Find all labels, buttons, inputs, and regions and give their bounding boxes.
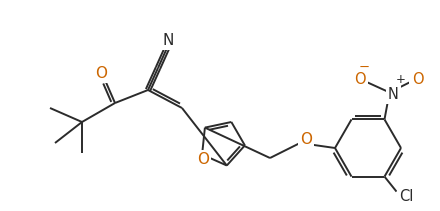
Text: Cl: Cl: [400, 189, 414, 204]
Text: O: O: [354, 72, 365, 87]
Text: −: −: [359, 61, 370, 74]
Text: O: O: [197, 152, 209, 167]
Text: N: N: [162, 32, 174, 47]
Text: O: O: [300, 133, 312, 147]
Text: +: +: [396, 73, 405, 87]
Text: N: N: [388, 87, 399, 102]
Text: O: O: [412, 72, 423, 87]
Text: O: O: [95, 65, 107, 81]
